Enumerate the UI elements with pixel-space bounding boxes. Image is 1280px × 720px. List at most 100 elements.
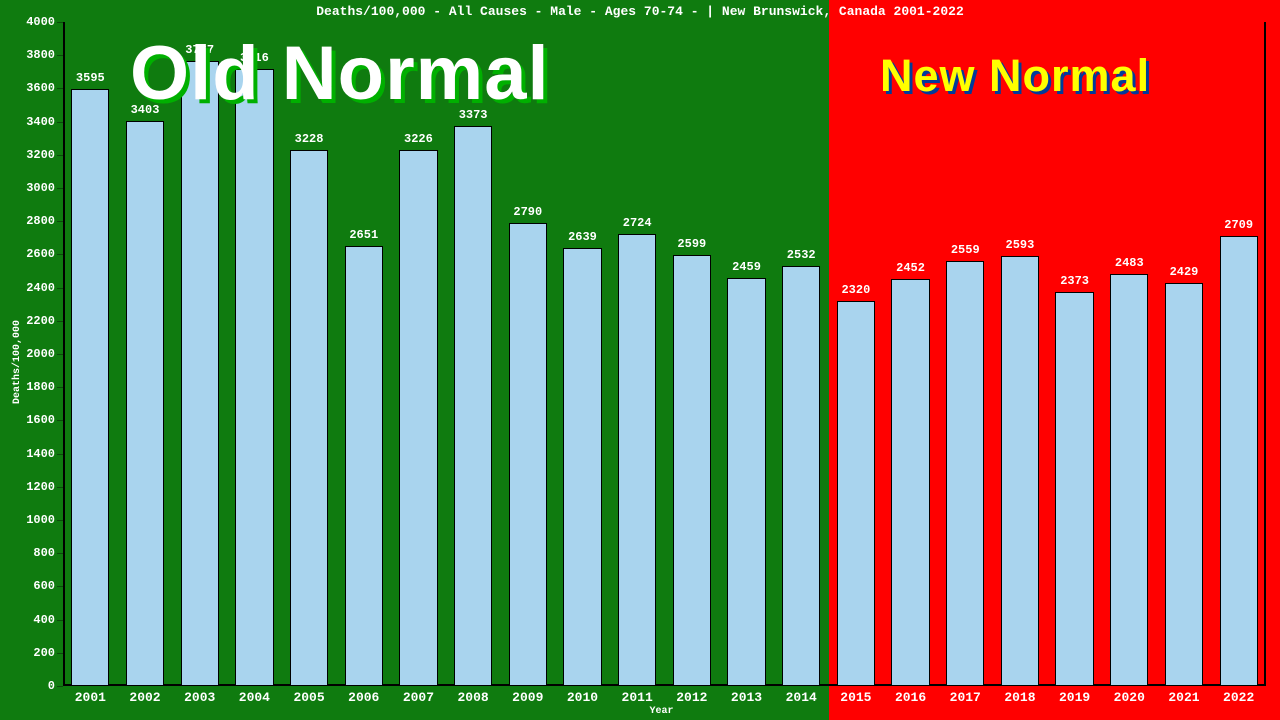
xtick-label: 2002: [129, 690, 160, 705]
ytick-label: 600: [33, 579, 55, 593]
ytick-label: 1800: [26, 380, 55, 394]
xtick-label: 2020: [1114, 690, 1145, 705]
ytick-mark: [57, 686, 63, 687]
ytick-mark: [57, 122, 63, 123]
bar-value-label: 2452: [896, 261, 925, 275]
ytick-label: 2600: [26, 247, 55, 261]
ytick-label: 3000: [26, 181, 55, 195]
ytick-mark: [57, 586, 63, 587]
bar: [399, 150, 437, 686]
bar: [1110, 274, 1148, 686]
xtick-label: 2008: [458, 690, 489, 705]
ytick-label: 1400: [26, 447, 55, 461]
bar-value-label: 2593: [1006, 238, 1035, 252]
ytick-mark: [57, 553, 63, 554]
ytick-label: 2000: [26, 347, 55, 361]
bar: [1220, 236, 1258, 686]
y-axis-label: Deaths/100,000: [12, 320, 23, 404]
ytick-mark: [57, 420, 63, 421]
bar: [563, 248, 601, 686]
ytick-mark: [57, 321, 63, 322]
ytick-label: 0: [48, 679, 55, 693]
ytick-mark: [57, 653, 63, 654]
ytick-mark: [57, 155, 63, 156]
ytick-mark: [57, 454, 63, 455]
bar-value-label: 2639: [568, 230, 597, 244]
bar-value-label: 2459: [732, 260, 761, 274]
bar-value-label: 2709: [1224, 218, 1253, 232]
xtick-label: 2015: [840, 690, 871, 705]
xtick-label: 2006: [348, 690, 379, 705]
bar-value-label: 2320: [841, 283, 870, 297]
bar: [345, 246, 383, 686]
bar: [891, 279, 929, 686]
bar: [509, 223, 547, 686]
xtick-label: 2014: [786, 690, 817, 705]
ytick-label: 1000: [26, 513, 55, 527]
bar-value-label: 3226: [404, 132, 433, 146]
bar-value-label: 2373: [1060, 274, 1089, 288]
ytick-mark: [57, 387, 63, 388]
x-axis-label: Year: [650, 706, 674, 717]
xtick-label: 2019: [1059, 690, 1090, 705]
ytick-mark: [57, 520, 63, 521]
ytick-label: 200: [33, 646, 55, 660]
ytick-mark: [57, 188, 63, 189]
bar: [290, 150, 328, 686]
ytick-mark: [57, 354, 63, 355]
y-axis-line: [63, 22, 65, 686]
ytick-mark: [57, 55, 63, 56]
bar-value-label: 2429: [1170, 265, 1199, 279]
xtick-label: 2022: [1223, 690, 1254, 705]
xtick-label: 2012: [676, 690, 707, 705]
xtick-label: 2013: [731, 690, 762, 705]
bar-value-label: 2724: [623, 216, 652, 230]
xtick-label: 2011: [622, 690, 653, 705]
bar-value-label: 3595: [76, 71, 105, 85]
ytick-mark: [57, 254, 63, 255]
ytick-label: 3600: [26, 81, 55, 95]
bar-value-label: 2483: [1115, 256, 1144, 270]
bar-value-label: 3228: [295, 132, 324, 146]
bar: [618, 234, 656, 686]
bar: [454, 126, 492, 686]
ytick-label: 1200: [26, 480, 55, 494]
bar: [181, 61, 219, 686]
ytick-mark: [57, 221, 63, 222]
xtick-label: 2004: [239, 690, 270, 705]
ytick-label: 2800: [26, 214, 55, 228]
y-axis-right-line: [1264, 22, 1266, 686]
xtick-label: 2010: [567, 690, 598, 705]
xtick-label: 2021: [1168, 690, 1199, 705]
ytick-mark: [57, 487, 63, 488]
xtick-label: 2003: [184, 690, 215, 705]
bar-value-label: 2559: [951, 243, 980, 257]
bar: [673, 255, 711, 686]
bar: [782, 266, 820, 686]
ytick-label: 800: [33, 546, 55, 560]
bar-value-label: 2532: [787, 248, 816, 262]
chart-title: Deaths/100,000 - All Causes - Male - Age…: [0, 4, 1280, 19]
ytick-label: 1600: [26, 413, 55, 427]
xtick-label: 2001: [75, 690, 106, 705]
bar: [235, 69, 273, 686]
bar: [727, 278, 765, 686]
xtick-label: 2017: [950, 690, 981, 705]
bar: [1001, 256, 1039, 686]
bar: [837, 301, 875, 686]
bar: [71, 89, 109, 686]
ytick-mark: [57, 22, 63, 23]
bar: [1055, 292, 1093, 686]
ytick-label: 2400: [26, 281, 55, 295]
bar: [946, 261, 984, 686]
xtick-label: 2005: [293, 690, 324, 705]
xtick-label: 2007: [403, 690, 434, 705]
bar-value-label: 2651: [349, 228, 378, 242]
ytick-label: 2200: [26, 314, 55, 328]
ytick-label: 3200: [26, 148, 55, 162]
ytick-mark: [57, 288, 63, 289]
ytick-label: 3400: [26, 115, 55, 129]
ytick-label: 400: [33, 613, 55, 627]
xtick-label: 2009: [512, 690, 543, 705]
chart-container: Deaths/100,000 - All Causes - Male - Age…: [0, 0, 1280, 720]
